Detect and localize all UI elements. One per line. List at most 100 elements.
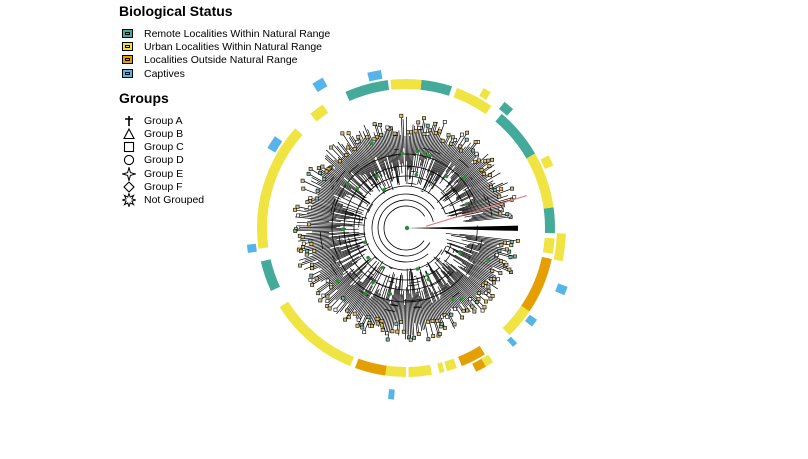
- internal-arc: [465, 261, 476, 276]
- four-point-star-icon: [122, 166, 136, 181]
- internal-arc: [414, 306, 422, 309]
- tip-marker: [437, 332, 442, 336]
- internal-arc: [440, 245, 447, 255]
- tip-marker: [437, 129, 442, 134]
- internal-arc: [429, 280, 442, 287]
- tip-marker: [497, 194, 502, 199]
- legend-item-outside: Localities Outside Natural Range: [122, 53, 298, 66]
- tip-marker: [406, 130, 410, 135]
- internal-arc: [415, 291, 420, 294]
- tip-marker: [508, 255, 513, 260]
- tip-marker: [433, 131, 438, 135]
- tip-marker: [327, 306, 332, 311]
- tip-marker: [476, 297, 481, 301]
- tip-marker: [324, 169, 329, 174]
- tip-marker: [426, 319, 430, 324]
- legend-swatch-urban: [122, 42, 133, 51]
- tip-marker: [300, 178, 305, 183]
- tip-marker: [362, 330, 367, 335]
- tip-marker: [491, 276, 496, 281]
- tip-marker: [344, 153, 349, 157]
- internal-arc: [359, 201, 363, 208]
- tip-marker: [504, 262, 509, 267]
- tip-marker: [412, 335, 417, 340]
- node-marker: [355, 186, 360, 191]
- tip-marker: [496, 277, 501, 282]
- node-marker: [486, 258, 490, 262]
- tip-marker: [365, 135, 370, 140]
- internal-arc: [338, 235, 342, 246]
- node-marker: [400, 151, 405, 156]
- legend-label-not-grouped: Not Grouped: [144, 193, 205, 206]
- internal-arc: [446, 271, 454, 278]
- internal-arc: [452, 249, 455, 254]
- node-marker: [464, 202, 469, 206]
- status-segment-outer-urban: [481, 354, 494, 367]
- tip-marker: [425, 123, 430, 128]
- tip-marker: [459, 132, 464, 137]
- tip-marker: [316, 166, 321, 171]
- status-segment-outside: [521, 256, 552, 312]
- tip-marker: [425, 132, 430, 136]
- status-segment-far-captive: [555, 283, 568, 296]
- internal-arc: [376, 282, 391, 289]
- internal-arc: [371, 193, 435, 263]
- tip-marker: [309, 242, 314, 246]
- tip-marker: [352, 311, 357, 316]
- tip-marker: [439, 321, 444, 326]
- tip-marker: [346, 145, 351, 150]
- tip-marker: [504, 247, 509, 252]
- tip-marker: [321, 293, 326, 298]
- tip-marker: [379, 319, 384, 323]
- tip-marker: [486, 288, 491, 293]
- tip-marker: [505, 212, 510, 217]
- internal-arc: [343, 165, 463, 291]
- internal-arc: [335, 170, 346, 183]
- tip-marker: [300, 245, 305, 250]
- tip-marker: [460, 315, 465, 320]
- tip-marker: [309, 266, 314, 271]
- tip-marker: [507, 267, 512, 272]
- tip-marker: [360, 325, 365, 330]
- legend-label-group-e: Group E: [144, 167, 184, 180]
- tip-marker: [490, 293, 495, 298]
- status-segment-outer-urban: [556, 233, 566, 245]
- legend-swatch-captive: [122, 69, 133, 78]
- internal-arc: [329, 176, 334, 183]
- internal-arc: [416, 277, 421, 279]
- tip-marker: [449, 312, 454, 317]
- node-marker: [450, 297, 455, 302]
- tip-marker: [408, 337, 413, 342]
- legend-item-group-e: Group E: [122, 166, 184, 181]
- legend-label-remote: Remote Localities Within Natural Range: [144, 27, 331, 40]
- tip-marker: [298, 263, 303, 268]
- internal-arc: [440, 191, 448, 201]
- legend-label-group-c: Group C: [144, 140, 184, 153]
- node-marker: [362, 240, 367, 245]
- node-marker: [415, 267, 420, 271]
- root-node-marker: [404, 225, 410, 231]
- tip-marker: [326, 167, 331, 172]
- internal-arc: [464, 189, 471, 198]
- internal-arc: [446, 243, 452, 255]
- legend-label-group-f: Group F: [144, 180, 183, 193]
- tree-internal-branches: [319, 147, 493, 312]
- tip-marker: [378, 123, 383, 127]
- tip-marker: [453, 306, 457, 311]
- tip-marker: [458, 144, 463, 149]
- status-segment-urban: [279, 301, 354, 367]
- status-segment-urban: [444, 358, 457, 372]
- tip-marker: [305, 249, 310, 254]
- tip-marker: [401, 329, 406, 334]
- node-marker: [370, 141, 374, 145]
- tip-marker: [468, 297, 473, 302]
- legend-status-title: Biological Status: [119, 3, 233, 19]
- internal-arc: [370, 182, 376, 187]
- internal-arc: [413, 306, 420, 308]
- tip-marker: [452, 322, 457, 327]
- tip-marker: [428, 128, 432, 133]
- tip-marker: [483, 280, 488, 285]
- legend-label-group-d: Group D: [144, 153, 184, 166]
- status-segment-outer-remote: [498, 101, 514, 116]
- legend-item-group-f: Group F: [122, 180, 183, 193]
